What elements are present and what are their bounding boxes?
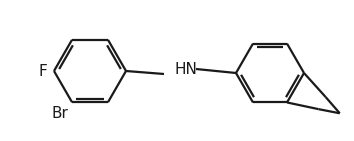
Text: HN: HN [175, 61, 198, 77]
Text: F: F [38, 63, 47, 79]
Text: Br: Br [51, 106, 68, 121]
